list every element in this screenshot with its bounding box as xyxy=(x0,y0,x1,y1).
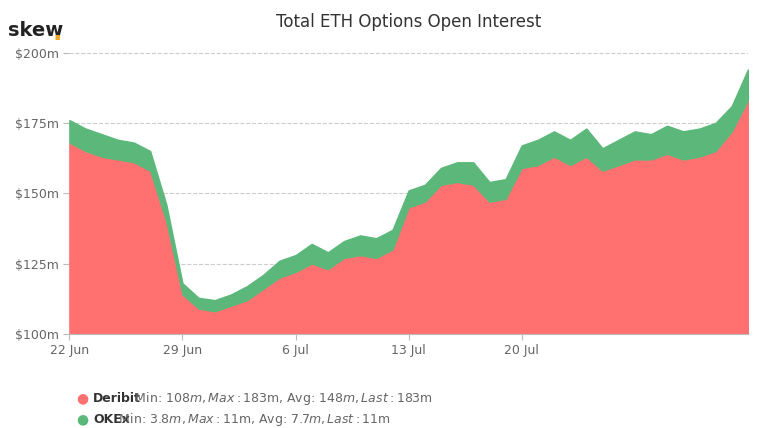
Text: .: . xyxy=(52,21,62,45)
Text: skew: skew xyxy=(8,21,63,40)
Title: Total ETH Options Open Interest: Total ETH Options Open Interest xyxy=(276,13,541,31)
Text: Min: $108m, Max: $183m, Avg: $148m, Last: $183m: Min: $108m, Max: $183m, Avg: $148m, Last… xyxy=(131,390,433,407)
Text: ●: ● xyxy=(76,392,89,406)
Text: Deribit: Deribit xyxy=(93,392,141,405)
Text: Min: $3.8m, Max: $11m, Avg: $7.7m, Last: $11m: Min: $3.8m, Max: $11m, Avg: $7.7m, Last:… xyxy=(115,411,391,428)
Text: ●: ● xyxy=(76,413,89,426)
Text: OKEx: OKEx xyxy=(93,413,130,426)
